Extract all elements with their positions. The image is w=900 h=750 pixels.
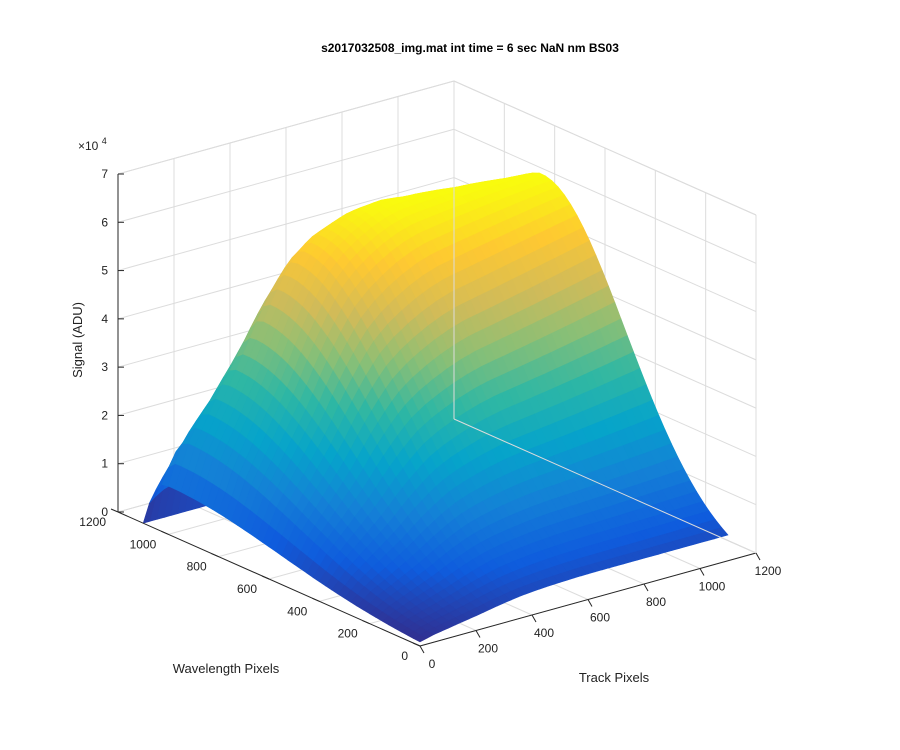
x-tick-mark — [699, 568, 705, 576]
back-wall-gridline — [117, 177, 455, 272]
x-tick-mark — [531, 614, 537, 623]
side-wall-gridline — [453, 128, 757, 264]
x-axis-label: Track Pixels — [579, 670, 650, 685]
z-exponent-base: ×10 — [78, 139, 99, 153]
x-tick-label: 200 — [478, 642, 498, 656]
z-exponent-power: 4 — [102, 136, 107, 146]
y-tick-label: 1000 — [130, 537, 157, 551]
axes-frame — [110, 80, 761, 654]
y-tick-mark — [161, 530, 169, 535]
y-tick-label: 600 — [237, 582, 257, 596]
chart-title: s2017032508_img.mat int time = 6 sec NaN… — [321, 41, 619, 55]
z-tick-label: 6 — [101, 215, 108, 229]
y-tick-label: 0 — [401, 649, 408, 663]
y-tick-label: 1200 — [79, 515, 106, 529]
z-tick-label: 7 — [101, 167, 108, 181]
x-tick-label: 1000 — [699, 580, 726, 594]
z-tick-label: 3 — [101, 360, 108, 374]
top-edge — [453, 80, 757, 216]
y-tick-mark — [110, 508, 119, 513]
y-tick-label: 400 — [287, 604, 307, 618]
x-tick-label: 1200 — [755, 564, 782, 578]
y-tick-mark — [362, 620, 370, 625]
x-tick-mark — [419, 645, 425, 654]
x-tick-mark — [587, 599, 593, 607]
surface-plot — [142, 172, 729, 643]
x-tick-label: 400 — [534, 626, 554, 640]
top-edge — [117, 80, 455, 175]
y-tick-mark — [211, 553, 219, 558]
x-tick-label: 600 — [590, 611, 610, 625]
z-tick-label: 2 — [101, 408, 108, 422]
z-exponent-label: ×10 4 — [78, 136, 107, 153]
y-tick-mark — [412, 642, 421, 647]
back-wall-gridline — [117, 128, 455, 223]
y-axis-label: Wavelength Pixels — [173, 661, 280, 676]
floor-edge — [453, 418, 757, 554]
z-tick-label: 5 — [101, 264, 108, 278]
x-tick-label: 800 — [646, 595, 666, 609]
y-tick-label: 200 — [338, 627, 358, 641]
x-tick-mark — [475, 630, 481, 638]
surface-patch — [714, 527, 729, 538]
z-tick-label: 1 — [101, 457, 108, 471]
x-tick-label: 0 — [429, 657, 436, 671]
z-axis-label: Signal (ADU) — [70, 302, 85, 378]
y-tick-mark — [312, 597, 320, 602]
y-tick-label: 800 — [187, 560, 207, 574]
tick-labels: 0123456702004006008001000120002004006008… — [79, 167, 781, 671]
x-tick-mark — [643, 583, 649, 592]
z-tick-label: 0 — [101, 505, 108, 519]
x-tick-mark — [755, 552, 761, 561]
y-tick-mark — [261, 575, 270, 580]
z-tick-label: 4 — [101, 312, 108, 326]
